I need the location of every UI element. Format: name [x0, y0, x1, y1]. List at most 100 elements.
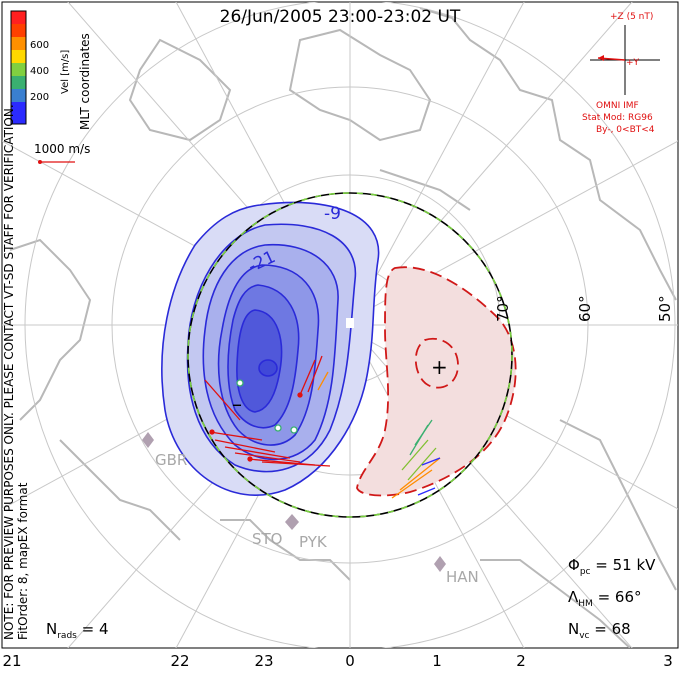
colorbar-segment	[11, 76, 26, 89]
station-marker-sto	[285, 514, 299, 530]
mlt-tick-0: 0	[345, 652, 355, 670]
velocity-vectors	[204, 355, 441, 499]
coastline	[559, 419, 677, 591]
vector-origin	[236, 379, 244, 387]
imf-vector-head	[598, 55, 604, 61]
preview-note: NOTE: FOR PREVIEW PURPOSES ONLY. PLEASE …	[2, 104, 16, 640]
positive-convection-cell	[356, 266, 517, 497]
velocity-vector	[421, 457, 441, 466]
stat-subscript: pc	[579, 567, 591, 577]
vector-origin	[247, 456, 253, 462]
mlt-axis: 21 22 23 0 1 2 3	[0, 652, 680, 674]
vector-origin	[274, 424, 282, 432]
imf-model: Stat Mod: RG96	[582, 113, 653, 123]
stat-subscript: vc	[579, 631, 590, 641]
station-label-han: HAN	[446, 568, 479, 586]
mlt-tick-21: 21	[2, 652, 22, 670]
scale-vector-label: 1000 m/s	[34, 142, 91, 156]
coordinates-label: MLT coordinates	[78, 33, 92, 130]
coastline	[9, 238, 92, 421]
coastline	[288, 28, 432, 142]
station-marker-gbr	[142, 432, 154, 448]
colorbar-segment	[11, 63, 26, 76]
imf-z-label: +Z (5 nT)	[610, 12, 654, 22]
station-markers	[142, 432, 446, 572]
mlt-tick-2: 2	[516, 652, 526, 670]
velocity-vector	[307, 355, 323, 393]
mlt-tick-3: 3	[663, 652, 673, 670]
radar-count: Nrads = 4	[46, 620, 109, 641]
velocity-vector	[224, 446, 291, 459]
coastline	[419, 7, 677, 301]
vector-origin	[290, 426, 298, 434]
potential-minimum-marker: –	[232, 392, 242, 416]
velocity-vector	[317, 371, 329, 391]
coastline	[480, 559, 631, 648]
colorbar-segment	[11, 11, 26, 24]
station-label-pyk: PYK	[299, 533, 327, 551]
contour-level	[258, 359, 278, 377]
stat-symbol: N	[568, 620, 580, 638]
hm-boundary-latitude: ΛHM = 66°	[568, 588, 642, 609]
mlt-tick-1: 1	[432, 652, 442, 670]
stat-symbol: Φ	[568, 556, 580, 574]
stat-value: = 4	[81, 620, 109, 638]
velocity-vector	[214, 439, 276, 453]
velocity-vector	[234, 452, 301, 463]
vector-count: Nvc = 68	[568, 620, 631, 641]
vector-origin	[209, 429, 215, 435]
colorbar-tick-600: 600	[30, 40, 50, 51]
latitude-label-50: 50°	[656, 295, 674, 322]
velocity-vector	[407, 447, 437, 481]
colorbar-tick-200: 200	[30, 92, 50, 103]
imf-condition: By-, 0<BT<4	[596, 125, 655, 135]
imf-y-label: +Y	[626, 58, 640, 68]
contour-level	[415, 337, 459, 389]
mlt-tick-23: 23	[254, 652, 274, 670]
stat-value: = 51 kV	[595, 556, 656, 574]
velocity-vector	[209, 431, 263, 441]
stat-symbol: Λ	[568, 588, 579, 606]
contour-label-minus9: -9	[324, 204, 341, 224]
negative-convection-cell	[161, 201, 380, 496]
latitude-label-70: 70°	[494, 295, 512, 322]
vector-origin	[297, 392, 303, 398]
stat-symbol: N	[46, 620, 58, 638]
station-marker-han	[434, 556, 446, 572]
hm-boundary-dash	[187, 192, 513, 518]
velocity-vector	[399, 457, 441, 491]
velocity-vector	[391, 469, 433, 499]
imf-source: OMNI IMF	[596, 101, 639, 111]
colorbar-tick-400: 400	[30, 66, 50, 77]
velocity-colorbar	[10, 10, 27, 125]
contour-level	[236, 309, 283, 413]
stat-value: = 68	[594, 620, 631, 638]
velocity-vector	[417, 487, 436, 496]
station-label-gbr: GBR	[155, 451, 188, 469]
colorbar-segment	[11, 37, 26, 50]
velocity-vector	[414, 419, 433, 446]
mlt-tick-22: 22	[170, 652, 190, 670]
latitude-label-60: 60°	[576, 295, 594, 322]
stat-subscript: HM	[578, 599, 593, 609]
velocity-vector	[204, 379, 241, 421]
fit-order-note: FitOrder: 8, mapEX format	[16, 482, 30, 640]
colorbar-segment	[11, 102, 26, 124]
scale-vector-origin	[38, 160, 42, 164]
coastline	[59, 439, 181, 541]
velocity-vector	[261, 461, 331, 467]
colorbar-segment	[11, 89, 26, 102]
velocity-vector	[299, 359, 316, 396]
contour-level	[356, 266, 517, 497]
colorbar-frame	[10, 10, 27, 125]
velocity-vector	[401, 439, 429, 471]
colorbar-segment	[11, 50, 26, 63]
cross-polar-potential: Φpc = 51 kV	[568, 556, 655, 577]
colorbar-segment	[11, 24, 26, 37]
pole-gap	[346, 318, 354, 328]
potential-maximum-marker: +	[431, 355, 448, 379]
stat-value: = 66°	[597, 588, 642, 606]
imf-clock-dial	[590, 25, 660, 95]
